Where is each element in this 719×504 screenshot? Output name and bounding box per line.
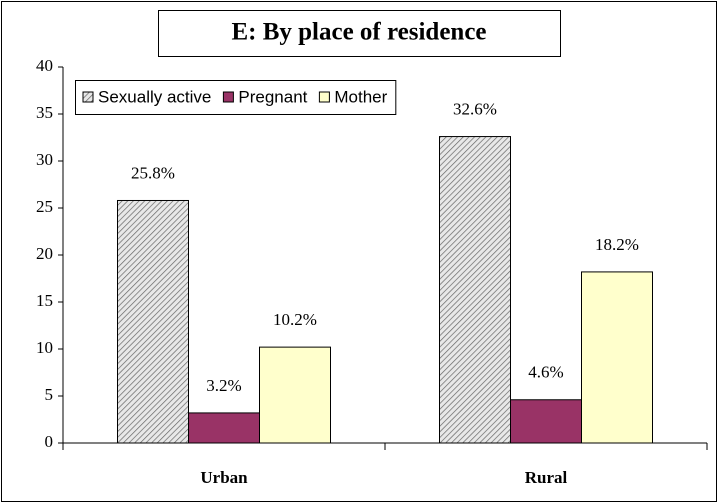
bar (117, 199, 189, 444)
y-tick-label: 10 (36, 338, 53, 357)
y-tick-label: 20 (36, 244, 53, 263)
bar (188, 412, 260, 444)
y-tick-label: 15 (36, 291, 53, 310)
y-tick-label: 35 (36, 103, 53, 122)
bar (510, 399, 582, 444)
legend-label: Pregnant (238, 87, 307, 106)
y-tick-label: 5 (45, 385, 54, 404)
title-box (158, 10, 561, 57)
legend-label: Mother (334, 87, 387, 106)
legend-swatch (82, 91, 94, 103)
value-label: 4.6% (528, 363, 563, 382)
value-label: 3.2% (206, 376, 241, 395)
legend-swatch (318, 91, 330, 103)
bar (439, 136, 511, 444)
bar (259, 346, 331, 444)
value-label: 25.8% (131, 163, 175, 182)
x-tick-label: Rural (525, 468, 568, 487)
value-label: 18.2% (595, 235, 639, 254)
legend-swatch (222, 91, 234, 103)
value-label: 10.2% (273, 310, 317, 329)
x-tick-label: Urban (200, 468, 248, 487)
y-tick-label: 40 (36, 56, 53, 75)
chart-title: E: By place of residence (231, 19, 486, 46)
y-tick-label: 0 (45, 432, 54, 451)
bar (581, 271, 653, 444)
y-tick-label: 25 (36, 197, 53, 216)
y-tick-label: 30 (36, 150, 53, 169)
legend-label: Sexually active (98, 87, 211, 106)
value-label: 32.6% (453, 99, 497, 118)
legend-box (75, 80, 397, 115)
